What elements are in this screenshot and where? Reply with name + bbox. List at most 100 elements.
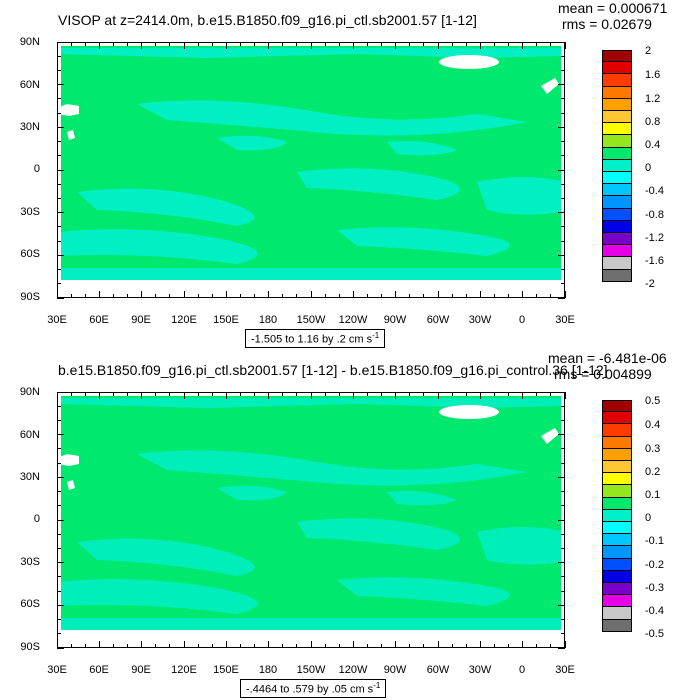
- lon-label: 90E: [131, 314, 151, 326]
- tick-mark: [183, 291, 185, 298]
- lon-label: 150E: [213, 664, 239, 676]
- tick-mark: [57, 419, 61, 421]
- tick-mark: [366, 392, 368, 396]
- tick-mark: [57, 226, 61, 228]
- tick-mark: [409, 644, 411, 648]
- tick-mark: [561, 197, 565, 199]
- tick-mark: [465, 42, 467, 46]
- land-patch: [541, 78, 559, 94]
- lon-label: 150W: [296, 314, 326, 326]
- tick-mark: [423, 42, 425, 46]
- contour-region: [217, 485, 287, 501]
- lon-label: 60W: [426, 314, 450, 326]
- colorbar-label: 0.8: [645, 116, 661, 128]
- tick-mark: [561, 141, 565, 143]
- tick-mark: [70, 294, 72, 298]
- contour-region: [57, 48, 565, 58]
- tick-mark: [310, 291, 312, 298]
- tick-mark: [561, 547, 565, 549]
- tick-mark: [296, 42, 298, 46]
- tick-mark: [561, 462, 565, 464]
- tick-mark: [561, 155, 565, 157]
- rms-stat: rms = 0.004899: [554, 366, 652, 382]
- tick-mark: [324, 42, 326, 46]
- lat-label: 0: [33, 163, 40, 175]
- contour-region: [477, 527, 565, 565]
- tick-mark: [561, 448, 565, 450]
- tick-mark: [352, 291, 354, 298]
- tick-mark: [239, 294, 241, 298]
- contour-info-text: -.4464 to .579 by .05 cm s: [246, 683, 374, 696]
- map-panel-2: b.e15.B1850.f09_g16.pi_ctl.sb2001.57 [1-…: [0, 350, 700, 700]
- greenland-region: [439, 405, 499, 419]
- tick-mark: [70, 392, 72, 396]
- tick-mark: [141, 42, 143, 49]
- tick-mark: [561, 576, 565, 578]
- tick-mark: [57, 297, 64, 299]
- tick-mark: [57, 240, 61, 242]
- contour-info-text: -1.505 to 1.16 by .2 cm s: [251, 333, 373, 346]
- colorbar-label: -0.4: [645, 605, 664, 617]
- lon-label: 60E: [89, 314, 109, 326]
- tick-mark: [381, 294, 383, 298]
- tick-mark: [57, 69, 61, 71]
- tick-mark: [451, 42, 453, 46]
- colorbar-segment: [602, 595, 632, 608]
- tick-mark: [564, 42, 566, 49]
- lon-label: 180: [258, 664, 278, 676]
- tick-mark: [395, 392, 397, 399]
- tick-mark: [508, 644, 510, 648]
- tick-mark: [437, 291, 439, 298]
- colorbar-segment: [602, 607, 632, 620]
- tick-mark: [70, 42, 72, 46]
- contour-region: [137, 450, 527, 486]
- tick-mark: [169, 42, 171, 46]
- colorbar-label: 0.4: [645, 419, 661, 431]
- tick-mark: [558, 84, 565, 86]
- tick-mark: [381, 392, 383, 396]
- tick-mark: [127, 644, 129, 648]
- colorbar-segment: [602, 220, 632, 233]
- colorbar-segment: [602, 196, 632, 209]
- tick-mark: [57, 197, 61, 199]
- colorbar-label: 0.4: [645, 139, 661, 151]
- tick-mark: [57, 476, 64, 478]
- tick-mark: [558, 434, 565, 436]
- field-map: [57, 42, 565, 298]
- tick-mark: [366, 42, 368, 46]
- tick-mark: [57, 505, 61, 507]
- tick-mark: [98, 291, 100, 298]
- tick-mark: [493, 392, 495, 396]
- tick-mark: [141, 291, 143, 298]
- tick-mark: [282, 294, 284, 298]
- colorbar-segment: [602, 62, 632, 75]
- panel-title: VISOP at z=2414.0m, b.e15.B1850.f09_g16.…: [58, 12, 477, 28]
- lat-label: 30S: [20, 556, 40, 568]
- land-patch: [67, 130, 75, 140]
- tick-mark: [366, 294, 368, 298]
- land-patch: [57, 454, 79, 466]
- tick-mark: [395, 641, 397, 648]
- tick-mark: [155, 294, 157, 298]
- colorbar-label: -0.8: [645, 209, 664, 221]
- tick-mark: [558, 562, 565, 564]
- tick-mark: [57, 84, 64, 86]
- colorbar-label: 1.2: [645, 93, 661, 105]
- tick-mark: [561, 533, 565, 535]
- tick-mark: [558, 212, 565, 214]
- tick-mark: [56, 392, 58, 399]
- tick-mark: [550, 42, 552, 46]
- tick-mark: [169, 644, 171, 648]
- tick-mark: [112, 392, 114, 396]
- tick-mark: [57, 519, 64, 521]
- tick-mark: [465, 392, 467, 396]
- tick-mark: [352, 392, 354, 399]
- tick-mark: [98, 42, 100, 49]
- colorbar-label: 0.1: [645, 489, 661, 501]
- colorbar-segment: [602, 257, 632, 270]
- tick-mark: [423, 644, 425, 648]
- tick-mark: [508, 294, 510, 298]
- tick-mark: [254, 392, 256, 396]
- colorbar-label: 1.6: [645, 69, 661, 81]
- tick-mark: [561, 283, 565, 285]
